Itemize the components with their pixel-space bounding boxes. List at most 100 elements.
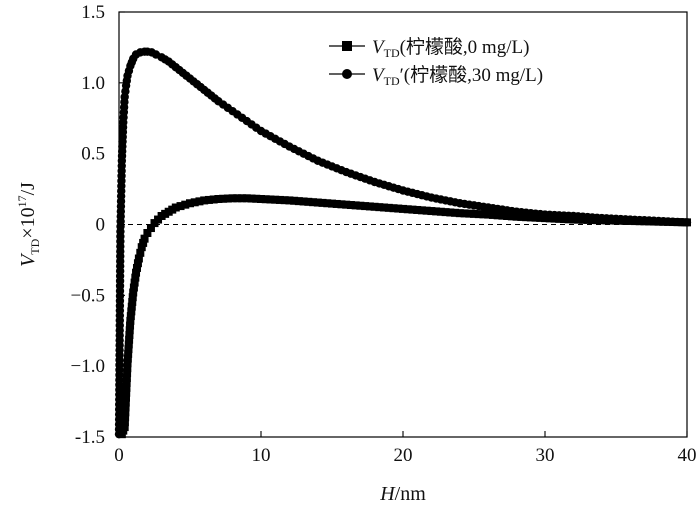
data-point-square [124, 349, 133, 358]
data-point-square [124, 340, 133, 349]
data-point-square [309, 198, 318, 207]
y-axis-title: VTD×1017/J [15, 182, 42, 267]
data-point-square [389, 204, 398, 213]
data-point-square [337, 200, 346, 209]
data-point-square [136, 248, 145, 257]
data-point-square [132, 263, 141, 272]
data-point-square [356, 201, 365, 210]
legend-item-1: VTD(柠檬酸,0 mg/L) [329, 36, 529, 60]
data-point-square [121, 413, 130, 422]
data-point-square [394, 204, 403, 213]
data-point-square [195, 197, 204, 206]
data-point-square [526, 213, 535, 222]
data-point-square [484, 210, 493, 219]
data-point-square [375, 203, 384, 212]
data-point-square [134, 254, 143, 263]
data-point-square [318, 198, 327, 207]
y-axis-title-text: VTD×1017/J [15, 182, 42, 267]
data-point-square [143, 229, 152, 237]
data-point-square [130, 278, 139, 287]
series-line [121, 197, 688, 435]
data-point-square [133, 259, 142, 268]
legend: VTD(柠檬酸,0 mg/L) VTD′(柠檬酸,30 mg/L) [329, 36, 543, 88]
data-point-square [132, 268, 141, 277]
data-point-square [242, 194, 251, 203]
data-point-square [121, 408, 130, 417]
data-point-square [507, 212, 516, 221]
y-tick-label: −0.5 [71, 285, 105, 306]
data-point-square [214, 195, 223, 203]
data-point-square [127, 302, 136, 311]
data-point-square [465, 209, 474, 218]
data-point-square [120, 418, 129, 427]
data-point-square [403, 205, 412, 214]
data-point-square [123, 364, 132, 373]
series-line [118, 51, 688, 435]
data-point-square [328, 199, 336, 208]
data-point-square [125, 326, 134, 335]
data-point-square [365, 202, 374, 211]
data-point-square [209, 195, 218, 204]
data-point-square [137, 243, 146, 252]
data-point-square [285, 196, 294, 205]
data-point-square [121, 398, 130, 407]
data-point-square [139, 238, 148, 247]
data-point-square [436, 207, 445, 216]
data-point-square [432, 207, 441, 216]
data-point-square [129, 283, 138, 292]
data-point-square [257, 195, 265, 203]
data-point-square [126, 316, 135, 325]
data-point-square [123, 359, 132, 368]
x-axis-title: H/nm [379, 483, 426, 505]
data-point-square [427, 207, 436, 216]
data-point-square [140, 234, 149, 243]
data-point-square [503, 212, 512, 220]
data-point-square [399, 204, 407, 213]
x-tick-label: 20 [394, 445, 413, 466]
data-point-square [176, 202, 185, 211]
data-point-square [181, 200, 190, 209]
data-point-square [190, 198, 199, 207]
data-point-square [413, 205, 422, 214]
y-tick-label: 1.0 [81, 73, 105, 94]
x-tick-label: 0 [114, 445, 124, 466]
data-point-square [128, 297, 137, 306]
data-point-square [304, 197, 313, 206]
data-point-square [323, 199, 332, 208]
data-point-square [417, 206, 426, 215]
data-point-square [441, 208, 450, 217]
data-point-square [384, 203, 393, 212]
data-point-square [146, 224, 155, 233]
data-point-square [275, 195, 284, 204]
data-point-square [451, 208, 460, 217]
x-tick-label: 30 [536, 445, 555, 466]
data-point-square [290, 196, 299, 205]
data-point-square [266, 195, 275, 204]
x-axis-title-text: H/nm [379, 483, 426, 505]
data-point-square [125, 331, 134, 339]
legend-label: VTD(柠檬酸,0 mg/L) [372, 36, 529, 60]
data-point-square [223, 194, 232, 203]
data-point-square [126, 321, 135, 330]
data-point-square [122, 374, 131, 383]
data-point-square [204, 195, 213, 204]
data-point-square [370, 202, 379, 211]
data-point-square [228, 194, 237, 203]
data-point-square [313, 198, 322, 207]
legend-marker-circle [342, 69, 352, 79]
data-point-square [127, 307, 136, 316]
data-point-square [171, 203, 180, 212]
data-point-square [517, 212, 526, 221]
data-point-square [408, 205, 417, 214]
data-point-square [123, 354, 132, 363]
data-point-square [121, 393, 130, 402]
data-point-square [455, 209, 464, 218]
data-point-square [128, 293, 137, 302]
data-point-square [123, 369, 132, 378]
data-point-square [479, 210, 488, 219]
data-point-square [498, 211, 507, 220]
data-point-square [131, 273, 140, 282]
data-point-square [186, 199, 194, 208]
data-point-square [122, 378, 131, 387]
data-point-square [294, 197, 303, 206]
